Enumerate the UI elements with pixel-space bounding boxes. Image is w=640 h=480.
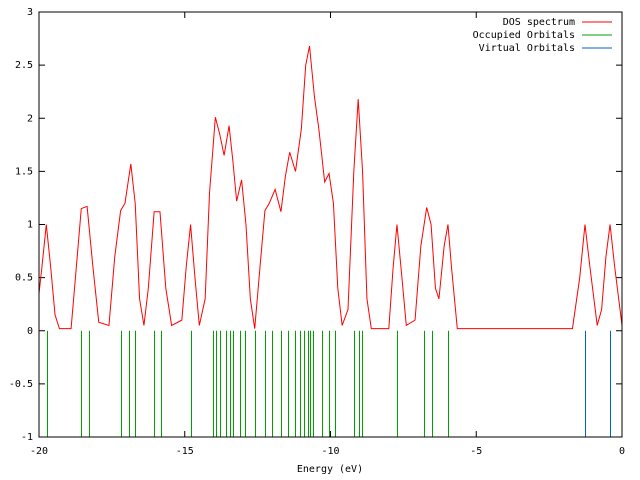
y-tick-label: 1.5 bbox=[15, 166, 33, 177]
plot-border bbox=[38, 11, 623, 438]
legend-label: Virtual Orbitals bbox=[479, 43, 575, 54]
legend-label: DOS spectrum bbox=[503, 17, 575, 28]
y-tick-label: -0.5 bbox=[9, 379, 33, 390]
dos-line bbox=[38, 45, 623, 330]
y-tick-label: 3 bbox=[27, 7, 33, 18]
legend-label: Occupied Orbitals bbox=[473, 30, 575, 41]
x-axis-label: Energy (eV) bbox=[297, 464, 363, 475]
x-tick-label: 0 bbox=[619, 446, 625, 457]
y-tick-label: 2 bbox=[27, 113, 33, 124]
y-tick-label: 2.5 bbox=[15, 60, 33, 71]
y-tick-label: -1 bbox=[21, 432, 33, 443]
y-tick-label: 0 bbox=[27, 326, 33, 337]
y-tick-label: 0.5 bbox=[15, 273, 33, 284]
y-tick-label: 1 bbox=[27, 220, 33, 231]
x-tick-label: -20 bbox=[30, 446, 48, 457]
x-tick-label: -10 bbox=[321, 446, 339, 457]
x-tick-label: -5 bbox=[470, 446, 482, 457]
x-tick-label: -15 bbox=[176, 446, 194, 457]
